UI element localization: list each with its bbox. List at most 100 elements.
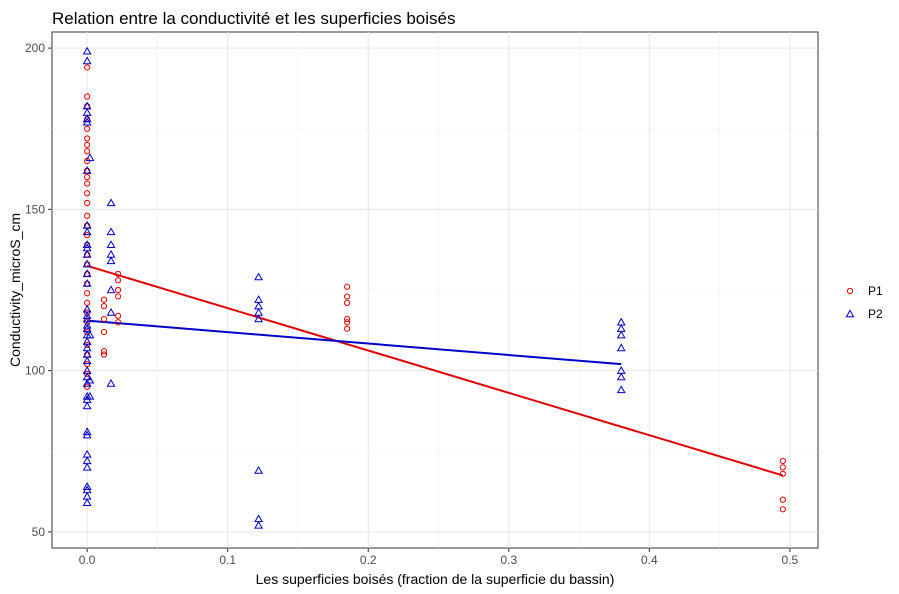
point-p1 (779, 464, 786, 471)
y-tick-label: 50 (32, 525, 46, 539)
point-p2 (82, 117, 92, 126)
data-points (82, 46, 786, 529)
y-axis-title: Conductivity_microS_cm (7, 213, 23, 367)
point-p1 (84, 199, 91, 207)
point-p2 (82, 430, 92, 439)
point-p2 (82, 249, 92, 258)
point-p1 (344, 293, 351, 300)
point-p2 (82, 401, 92, 410)
point-p2 (106, 285, 116, 294)
point-p2 (82, 320, 92, 329)
point-p2 (82, 46, 92, 55)
point-p1 (84, 180, 91, 187)
point-p1 (84, 174, 91, 181)
point-p2 (82, 462, 92, 471)
point-p1 (84, 93, 91, 100)
point-p1 (779, 496, 786, 503)
point-p2 (82, 166, 92, 174)
point-p1 (344, 325, 351, 332)
point-p2 (82, 427, 92, 436)
point-p1 (84, 212, 91, 219)
point-p1 (779, 470, 786, 477)
point-p1 (100, 315, 108, 323)
point-p2 (82, 356, 92, 365)
point-p1 (100, 328, 108, 336)
point-p2 (616, 372, 626, 381)
point-p1 (84, 148, 91, 155)
point-p2 (106, 198, 116, 207)
point-p2 (85, 375, 95, 384)
point-p1 (100, 351, 108, 358)
point-p1 (344, 315, 351, 323)
point-p2 (254, 520, 264, 529)
point-p1 (100, 348, 108, 355)
fit-line-p2 (87, 319, 622, 366)
legend: P1 P2 (845, 284, 883, 321)
point-p2 (82, 56, 92, 65)
x-tick-label: 0.1 (219, 553, 236, 567)
legend-label-p2: P2 (868, 307, 883, 321)
point-p2 (82, 227, 92, 236)
point-p1 (344, 299, 351, 306)
regression-lines (86, 264, 784, 477)
x-tick-label: 0.2 (360, 553, 377, 567)
point-p1 (84, 341, 91, 348)
point-p1 (344, 283, 351, 290)
chart-title: Relation entre la conductivité et les su… (52, 9, 456, 28)
point-p1 (114, 312, 122, 319)
point-p1 (84, 370, 91, 377)
point-p1 (114, 286, 122, 294)
fit-line-p1 (86, 264, 784, 477)
point-p2 (106, 227, 116, 236)
point-p2 (82, 482, 92, 490)
point-p1 (100, 296, 108, 303)
point-p2 (106, 256, 116, 265)
point-p1 (344, 319, 351, 326)
point-p2 (85, 330, 95, 339)
point-p2 (616, 385, 626, 394)
point-p2-legend-key (845, 309, 855, 318)
point-p2 (106, 240, 116, 249)
point-p2 (82, 498, 92, 507)
point-p2 (254, 314, 264, 323)
point-p1-legend-key (846, 287, 854, 295)
y-tick-label: 150 (25, 202, 45, 216)
point-p2 (254, 272, 264, 281)
x-tick-label: 0.5 (782, 553, 799, 567)
point-p1 (779, 457, 786, 465)
point-p2 (82, 240, 92, 249)
point-p2 (82, 311, 92, 319)
point-p1 (84, 190, 91, 197)
point-p1 (84, 135, 91, 142)
legend-label-p1: P1 (868, 284, 883, 298)
y-tick-label: 100 (25, 364, 45, 378)
y-axis: 50 100 150 200 (25, 41, 52, 539)
point-p2 (82, 259, 92, 268)
x-axis: 0.0 0.1 0.2 0.3 0.4 0.5 (79, 548, 799, 567)
point-p1 (84, 64, 91, 71)
x-tick-label: 0.3 (500, 553, 517, 567)
point-p2 (82, 269, 92, 278)
point-p1 (100, 303, 108, 310)
x-tick-label: 0.0 (79, 553, 96, 567)
point-p1 (84, 383, 91, 390)
point-p1 (84, 125, 91, 132)
point-p1 (779, 506, 786, 513)
point-p1 (114, 277, 122, 284)
point-p1 (84, 141, 91, 148)
point-p1 (114, 270, 122, 277)
point-p2 (85, 153, 95, 161)
point-p1 (84, 232, 91, 239)
point-p2 (82, 114, 92, 123)
point-p2 (106, 307, 116, 316)
y-tick-label: 200 (25, 41, 45, 55)
point-p1 (84, 290, 91, 297)
point-p2 (254, 465, 264, 474)
point-p2 (106, 378, 116, 387)
point-p2 (82, 278, 92, 287)
point-p2 (85, 391, 95, 400)
x-tick-label: 0.4 (641, 553, 658, 567)
point-p2 (616, 330, 626, 339)
x-axis-title: Les superficies boisés (fraction de la s… (256, 571, 615, 587)
